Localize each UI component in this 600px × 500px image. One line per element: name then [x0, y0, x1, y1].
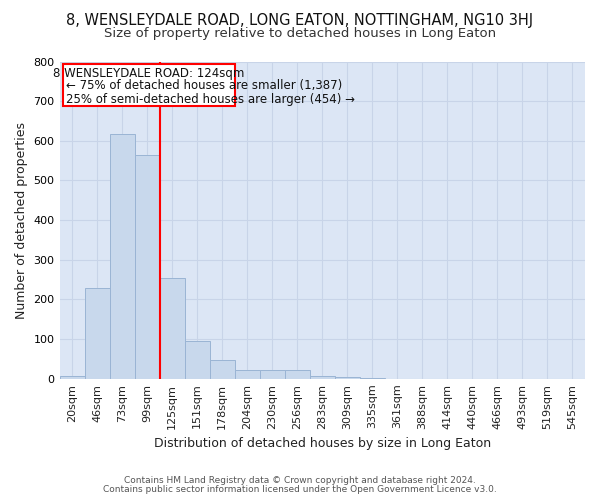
Y-axis label: Number of detached properties: Number of detached properties	[15, 122, 28, 318]
Text: Size of property relative to detached houses in Long Eaton: Size of property relative to detached ho…	[104, 28, 496, 40]
Text: 8 WENSLEYDALE ROAD: 124sqm: 8 WENSLEYDALE ROAD: 124sqm	[53, 68, 245, 80]
Bar	[285, 370, 310, 379]
Bar	[160, 278, 185, 379]
Bar	[59, 376, 85, 379]
X-axis label: Distribution of detached houses by size in Long Eaton: Distribution of detached houses by size …	[154, 437, 491, 450]
Text: ← 75% of detached houses are smaller (1,387): ← 75% of detached houses are smaller (1,…	[66, 80, 342, 92]
Bar	[185, 341, 209, 379]
Bar	[260, 370, 285, 379]
Bar	[85, 288, 110, 379]
Bar	[310, 376, 335, 379]
Text: 25% of semi-detached houses are larger (454) →: 25% of semi-detached houses are larger (…	[66, 93, 355, 106]
Bar	[209, 360, 235, 379]
Bar	[335, 377, 360, 379]
Bar	[360, 378, 385, 379]
Bar	[110, 134, 134, 379]
FancyBboxPatch shape	[63, 64, 235, 106]
Text: Contains public sector information licensed under the Open Government Licence v3: Contains public sector information licen…	[103, 485, 497, 494]
Bar	[134, 154, 160, 379]
Text: Contains HM Land Registry data © Crown copyright and database right 2024.: Contains HM Land Registry data © Crown c…	[124, 476, 476, 485]
Text: 8, WENSLEYDALE ROAD, LONG EATON, NOTTINGHAM, NG10 3HJ: 8, WENSLEYDALE ROAD, LONG EATON, NOTTING…	[67, 12, 533, 28]
Bar	[235, 370, 260, 379]
